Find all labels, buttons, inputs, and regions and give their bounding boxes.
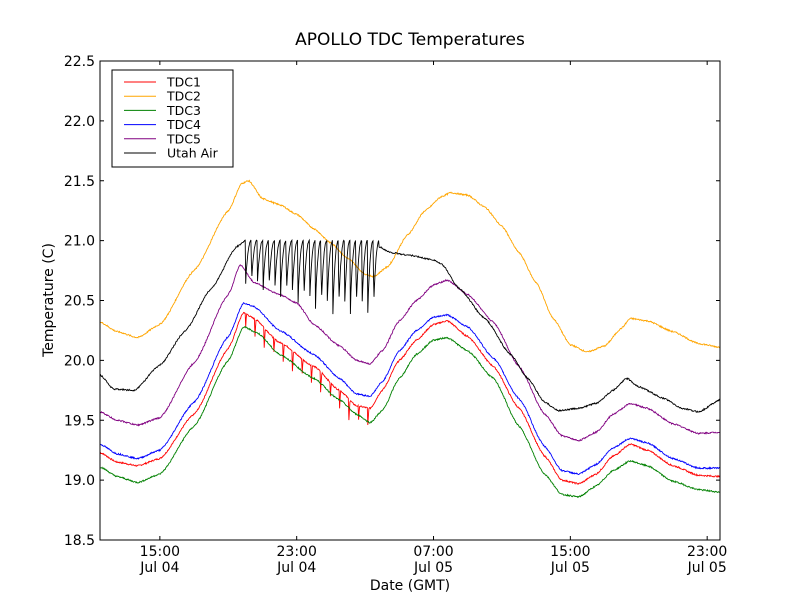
plot-lines xyxy=(99,179,721,499)
y-tick-label: 19.5 xyxy=(64,413,95,429)
y-tick-label: 22.5 xyxy=(64,54,95,70)
legend-box xyxy=(111,69,234,168)
series-line-tdc2 xyxy=(99,179,721,353)
chart-title: APOLLO TDC Temperatures xyxy=(295,30,525,50)
y-tick-label: 21.0 xyxy=(64,234,95,250)
x-tick-label-date: Jul 04 xyxy=(276,560,316,576)
series-line-tdc1 xyxy=(99,311,721,485)
y-tick-label: 20.0 xyxy=(64,353,95,369)
legend-label: TDC1 xyxy=(166,75,201,90)
legend-label: TDC4 xyxy=(166,117,201,132)
y-tick-label: 19.0 xyxy=(64,473,95,489)
y-tick-label: 21.5 xyxy=(64,174,95,190)
legend-label: Utah Air xyxy=(167,146,219,161)
y-axis-label: Temperature (C) xyxy=(41,243,57,358)
y-tick-label: 22.0 xyxy=(64,114,95,130)
legend-label: TDC3 xyxy=(166,103,201,118)
x-tick-label-date: Jul 05 xyxy=(413,560,453,576)
x-tick-label-date: Jul 04 xyxy=(139,560,179,576)
y-tick-label: 18.5 xyxy=(64,533,95,549)
series-line-tdc3 xyxy=(99,326,721,499)
legend-label: TDC2 xyxy=(166,89,201,104)
x-axis-label: Date (GMT) xyxy=(370,578,450,594)
x-tick-label-time: 23:00 xyxy=(687,544,727,560)
y-axis: 18.5 19.0 19.5 20.0 20.5 21.0 21.5 22.0 22.5 xyxy=(64,54,720,549)
x-tick-label-date: Jul 05 xyxy=(550,560,590,576)
series-line-tdc4 xyxy=(99,301,721,475)
x-tick-label-time: 15:00 xyxy=(550,544,590,560)
x-tick-label-date: Jul 05 xyxy=(687,560,727,576)
x-tick-label-time: 07:00 xyxy=(413,544,453,560)
x-tick-label-time: 15:00 xyxy=(140,544,180,560)
series-line-utah-air xyxy=(100,238,721,413)
legend-label: TDC5 xyxy=(166,131,201,146)
series-line-tdc5 xyxy=(99,264,720,442)
y-tick-label: 20.5 xyxy=(64,294,95,310)
x-tick-label-time: 23:00 xyxy=(277,544,317,560)
